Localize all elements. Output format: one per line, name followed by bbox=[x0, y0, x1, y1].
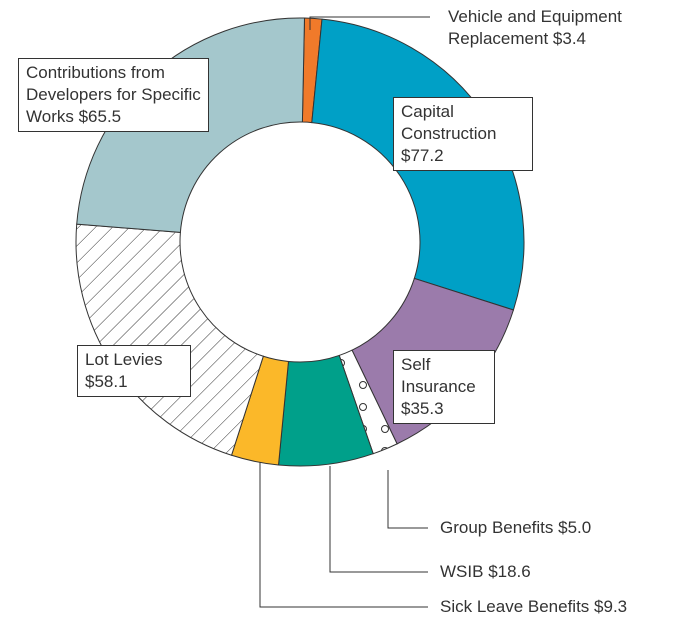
slice-name: Self Insurance bbox=[401, 355, 476, 396]
slice-label: Group Benefits $5.0 bbox=[440, 517, 670, 539]
slice-name: Contributions from Developers for Specif… bbox=[26, 63, 201, 126]
slice-value: $18.6 bbox=[488, 562, 531, 581]
slice-label: Contributions from Developers for Specif… bbox=[18, 58, 209, 132]
slice-value: $77.2 bbox=[401, 146, 444, 165]
slice-value: $3.4 bbox=[552, 29, 586, 48]
slice-label: Capital Construction $77.2 bbox=[393, 97, 533, 171]
slice-name: Sick Leave Benefits bbox=[440, 597, 590, 616]
slice-label: Self Insurance $35.3 bbox=[393, 350, 495, 424]
slice-name: Vehicle and Equipment Replacement bbox=[448, 7, 622, 48]
slice-value: $9.3 bbox=[594, 597, 628, 616]
slice-name: Group Benefits bbox=[440, 518, 554, 537]
slice-label: Vehicle and Equipment Replacement $3.4 bbox=[448, 6, 668, 50]
leader-line bbox=[259, 462, 428, 608]
slice-label: WSIB $18.6 bbox=[440, 561, 670, 583]
leader-line bbox=[329, 466, 428, 573]
slice-name: Capital Construction bbox=[401, 102, 497, 143]
slice-name: WSIB bbox=[440, 562, 484, 581]
slice-label: Sick Leave Benefits $9.3 bbox=[440, 596, 680, 618]
leader-line bbox=[387, 470, 428, 529]
donut-slice bbox=[75, 223, 264, 456]
slice-value: $65.5 bbox=[78, 107, 122, 126]
slice-value: $5.0 bbox=[558, 518, 592, 537]
slice-value: $35.3 bbox=[401, 399, 444, 418]
slice-name: Lot Levies bbox=[85, 350, 163, 369]
slice-label: Lot Levies $58.1 bbox=[77, 345, 191, 397]
slice-value: $58.1 bbox=[85, 372, 128, 391]
leader-line bbox=[309, 16, 430, 30]
